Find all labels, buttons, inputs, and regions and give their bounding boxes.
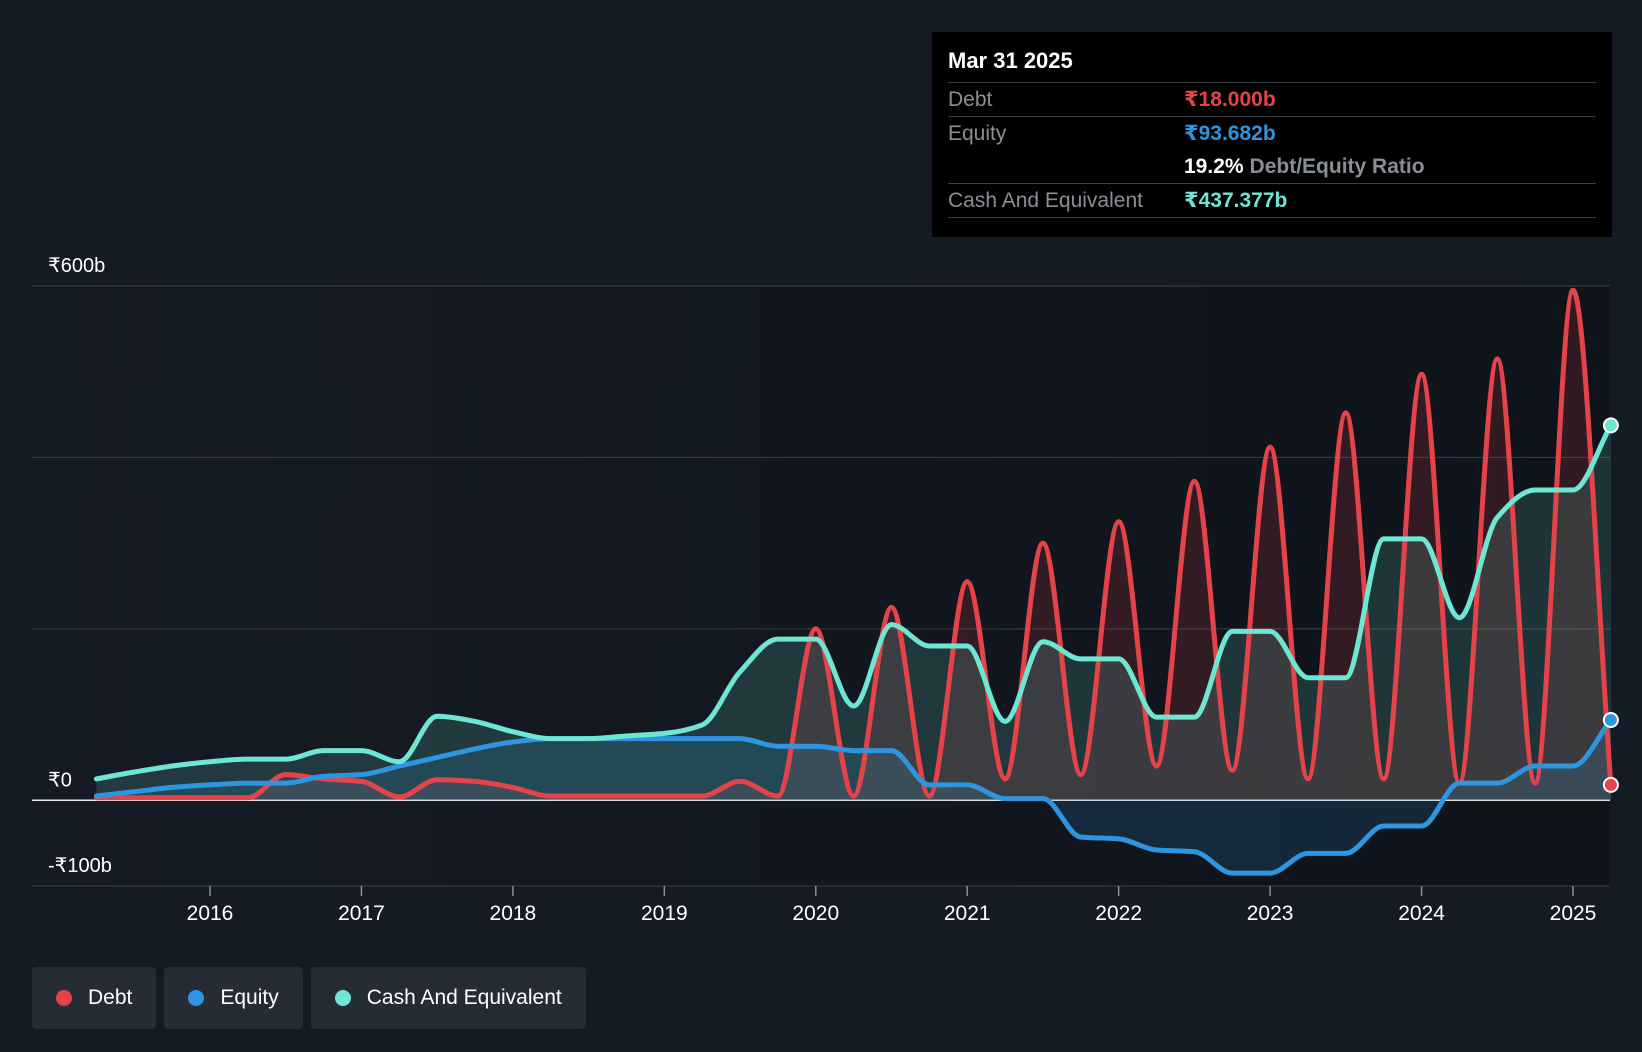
tooltip-date: Mar 31 2025 bbox=[948, 48, 1073, 73]
line-equity bbox=[93, 717, 1614, 876]
x-tick-label-1: 2017 bbox=[338, 902, 385, 925]
tooltip-equity-row: Equity ₹93.682b bbox=[948, 116, 1596, 150]
legend-item-equity[interactable]: Equity bbox=[164, 967, 303, 1029]
x-tick-label-9: 2025 bbox=[1550, 902, 1597, 925]
tooltip-ratio-label: Debt/Equity Ratio bbox=[1249, 155, 1425, 178]
tooltip-debt-label: Debt bbox=[948, 88, 993, 111]
legend-item-cash[interactable]: Cash And Equivalent bbox=[310, 967, 586, 1029]
x-tick-label-6: 2022 bbox=[1095, 902, 1142, 925]
tooltip-equity-label: Equity bbox=[948, 122, 1007, 145]
y-tick-label-1: ₹0 bbox=[48, 769, 72, 791]
x-tick-label-3: 2019 bbox=[641, 902, 688, 925]
plot-background bbox=[32, 286, 1610, 886]
legend-label-debt: Debt bbox=[88, 986, 133, 1009]
y-tick-label-0: ₹600b bbox=[48, 255, 105, 277]
tooltip-cash-value: ₹437.377b bbox=[1184, 189, 1288, 212]
x-tick-label-2: 2018 bbox=[490, 902, 537, 925]
y-tick-label-2: -₹100b bbox=[48, 855, 112, 877]
x-tick-label-4: 2020 bbox=[792, 902, 839, 925]
end-marker-cash bbox=[1602, 417, 1619, 434]
area-cash bbox=[96, 425, 1611, 801]
x-tick-label-5: 2021 bbox=[944, 902, 991, 925]
legend-dot-equity bbox=[188, 990, 205, 1006]
legend-dot-debt bbox=[56, 990, 72, 1006]
legend-dot-cash bbox=[334, 990, 351, 1006]
tooltip-cash-row: Cash And Equivalent ₹437.377b bbox=[948, 183, 1596, 218]
x-tick-label-0: 2016 bbox=[187, 902, 234, 925]
tooltip-cash-label: Cash And Equivalent bbox=[948, 189, 1143, 212]
legend-item-debt[interactable]: Debt bbox=[32, 967, 157, 1029]
tooltip: Mar 31 2025 Debt ₹18.000b Equity ₹93.682… bbox=[932, 32, 1612, 237]
tooltip-ratio-value: 19.2% bbox=[1184, 155, 1244, 178]
line-cash bbox=[93, 422, 1614, 782]
tooltip-equity-value: ₹93.682b bbox=[1184, 122, 1276, 145]
legend-label-cash: Cash And Equivalent bbox=[366, 986, 562, 1009]
legend-label-equity: Equity bbox=[220, 986, 279, 1009]
tooltip-ratio-row: 19.2% Debt/Equity Ratio bbox=[948, 150, 1596, 183]
end-marker-debt bbox=[1602, 776, 1619, 793]
legend: Debt Equity Cash And Equivalent bbox=[32, 967, 586, 1029]
end-marker-equity bbox=[1602, 711, 1619, 728]
tooltip-debt-value: ₹18.000b bbox=[1184, 88, 1276, 111]
x-tick-label-8: 2024 bbox=[1398, 902, 1445, 925]
x-tick-label-7: 2023 bbox=[1247, 902, 1294, 925]
tooltip-debt-row: Debt ₹18.000b bbox=[948, 82, 1596, 116]
